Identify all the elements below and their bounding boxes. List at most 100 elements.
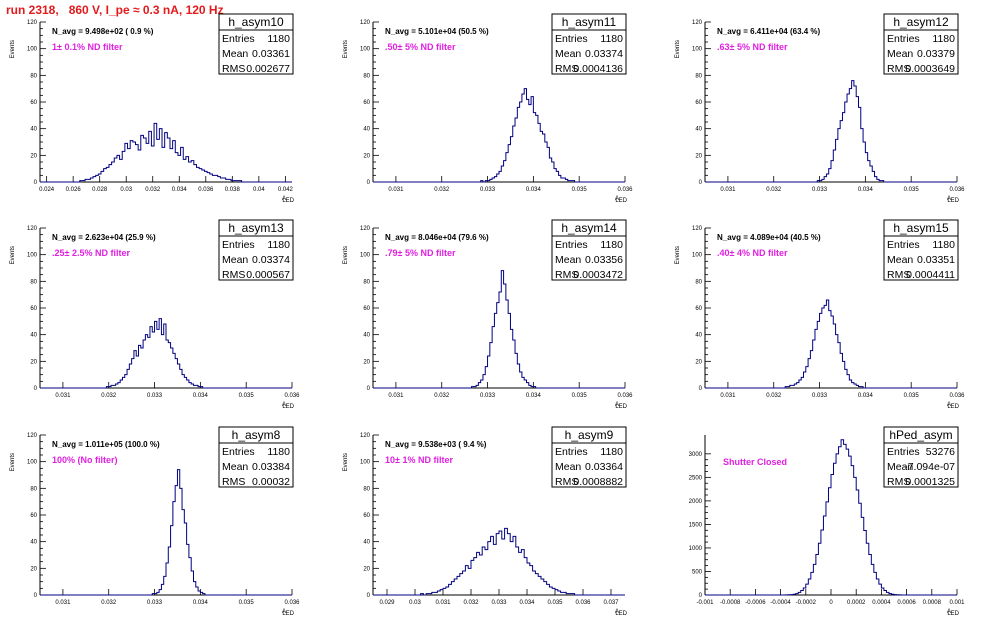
stat-key-entries: Entries	[555, 446, 588, 458]
stat-key-mean: Mean	[222, 254, 248, 266]
y-tick-label: 40	[363, 540, 370, 546]
x-tick-label: 0.034	[526, 187, 542, 193]
x-tick-label: 0.035	[904, 393, 920, 399]
x-axis-label-subscript: LED	[947, 404, 959, 410]
stat-value-mean: 0.03356	[585, 254, 623, 266]
x-tick-label: 0.034	[858, 187, 874, 193]
filter-annotation: Shutter Closed	[723, 457, 787, 467]
histogram-name: h_asym13	[228, 221, 284, 235]
n-avg-annotation: N_avg = 4.089e+04 (40.5 %)	[717, 233, 821, 242]
x-axis-label: A	[282, 609, 286, 615]
stat-box	[883, 442, 959, 488]
stat-value-rms: 0.0001325	[905, 476, 955, 488]
y-tick-label: 0	[34, 386, 38, 392]
y-tick-label: 20	[30, 153, 37, 159]
y-tick-label: 20	[363, 566, 370, 572]
x-tick-label: -0.0002	[796, 600, 817, 606]
histogram-panel-h_asym8: 0 20 40 60 80 100 120 0.031 0.032 0.033 0.034 0.035…	[10, 426, 300, 617]
x-tick-label: 0.032	[145, 187, 161, 193]
stat-box	[551, 442, 627, 488]
n-avg-annotation: N_avg = 9.538e+03 ( 9.4 %)	[385, 440, 487, 449]
filter-annotation: 10± 1% ND filter	[385, 455, 453, 465]
stat-value-mean: 0.03374	[252, 254, 290, 266]
y-tick-label: 120	[27, 433, 38, 439]
x-tick-label: 0.032	[434, 187, 450, 193]
x-tick-label: 0.035	[239, 600, 255, 606]
x-axis-label-subscript: LED	[947, 198, 959, 204]
histogram-series	[705, 439, 957, 596]
y-tick-label: 0	[367, 593, 371, 599]
x-axis-label-subscript: LED	[282, 404, 294, 410]
histogram-name: h_asym8	[232, 428, 281, 442]
x-tick-label: -0.0004	[770, 600, 791, 606]
stat-value-entries: 1180	[932, 239, 955, 251]
y-tick-label: 100	[360, 47, 371, 53]
y-tick-label: 60	[363, 306, 370, 312]
stat-value-rms: 0.0004411	[906, 269, 955, 281]
y-tick-label: 100	[692, 253, 703, 259]
x-tick-label: 0.036	[198, 187, 214, 193]
filter-annotation: .50± 5% ND filter	[385, 42, 456, 52]
x-tick-label: 0.036	[284, 600, 300, 606]
y-tick-label: 60	[695, 100, 702, 106]
histogram-series	[40, 318, 292, 389]
stat-value-rms: 0.0003472	[573, 269, 623, 281]
stat-value-entries: 1180	[600, 239, 623, 251]
stat-key-entries: Entries	[887, 239, 920, 251]
x-tick-label: 0.034	[172, 187, 188, 193]
stat-box	[218, 29, 294, 75]
histogram-panel-h_asym9: 0 20 40 60 80 100 120 0.029 0.03 0.031 0.032 0.033 0…	[343, 426, 628, 617]
x-tick-label: 0.029	[379, 600, 395, 606]
x-tick-label: 0.031	[388, 393, 404, 399]
y-tick-label: 40	[363, 127, 370, 133]
stat-box	[218, 235, 294, 281]
x-tick-label: 0.036	[949, 393, 965, 399]
y-tick-label: 2500	[689, 475, 703, 481]
histogram-name: h_asym14	[561, 221, 617, 235]
x-tick-label: 0.031	[720, 187, 736, 193]
x-tick-label: 0.032	[101, 393, 117, 399]
x-axis-label-subscript: LED	[615, 198, 627, 204]
stat-value-mean: 0.03364	[585, 461, 623, 473]
n-avg-annotation: N_avg = 8.046e+04 (79.6 %)	[385, 233, 489, 242]
x-tick-label: 0.042	[278, 187, 294, 193]
x-tick-label: 0.032	[434, 393, 450, 399]
y-tick-label: 20	[695, 153, 702, 159]
histogram-name: h_asym10	[228, 15, 284, 29]
x-tick-label: 0.034	[193, 600, 209, 606]
x-axis-label-subscript: LED	[282, 198, 294, 204]
stat-value-rms: 0.0008882	[573, 476, 623, 488]
x-tick-label: 0.036	[617, 393, 633, 399]
stat-key-rms: RMS	[222, 269, 245, 281]
stat-value-entries: 1180	[267, 446, 290, 458]
histogram-series	[40, 122, 292, 183]
histogram-panel-h_asym13: 0 20 40 60 80 100 120 0.031 0.032 0.033 0.034 0.035…	[10, 219, 300, 410]
y-tick-label: 0	[699, 386, 703, 392]
y-tick-label: 60	[363, 100, 370, 106]
x-tick-label: 0.033	[491, 600, 507, 606]
histogram-series	[705, 80, 957, 183]
y-tick-label: 20	[363, 153, 370, 159]
stat-key-mean: Mean	[555, 254, 581, 266]
y-tick-label: 1500	[689, 522, 703, 528]
stat-box	[883, 29, 959, 75]
stat-value-rms: 0.00032	[252, 476, 290, 488]
stat-value-mean: -7.094e-07	[904, 461, 955, 473]
stat-value-rms: 0.002677	[246, 63, 290, 75]
x-tick-label: 0.034	[519, 600, 535, 606]
filter-annotation: .40± 4% ND filter	[717, 248, 788, 258]
x-axis-label-subscript: LED	[615, 611, 627, 617]
x-tick-label: 0.036	[284, 393, 300, 399]
stat-value-mean: 0.03361	[252, 48, 290, 60]
y-tick-label: 0	[699, 180, 703, 186]
y-tick-label: 60	[30, 513, 37, 519]
x-tick-label: 0.026	[66, 187, 82, 193]
y-tick-label: 0	[367, 180, 371, 186]
x-tick-label: 0.0006	[897, 600, 916, 606]
stat-value-entries: 1180	[600, 446, 623, 458]
x-tick-label: 0.034	[526, 393, 542, 399]
x-tick-label: 0.036	[617, 187, 633, 193]
x-tick-label: 0.03	[409, 600, 421, 606]
stat-key-entries: Entries	[222, 33, 255, 45]
stat-box	[551, 235, 627, 281]
